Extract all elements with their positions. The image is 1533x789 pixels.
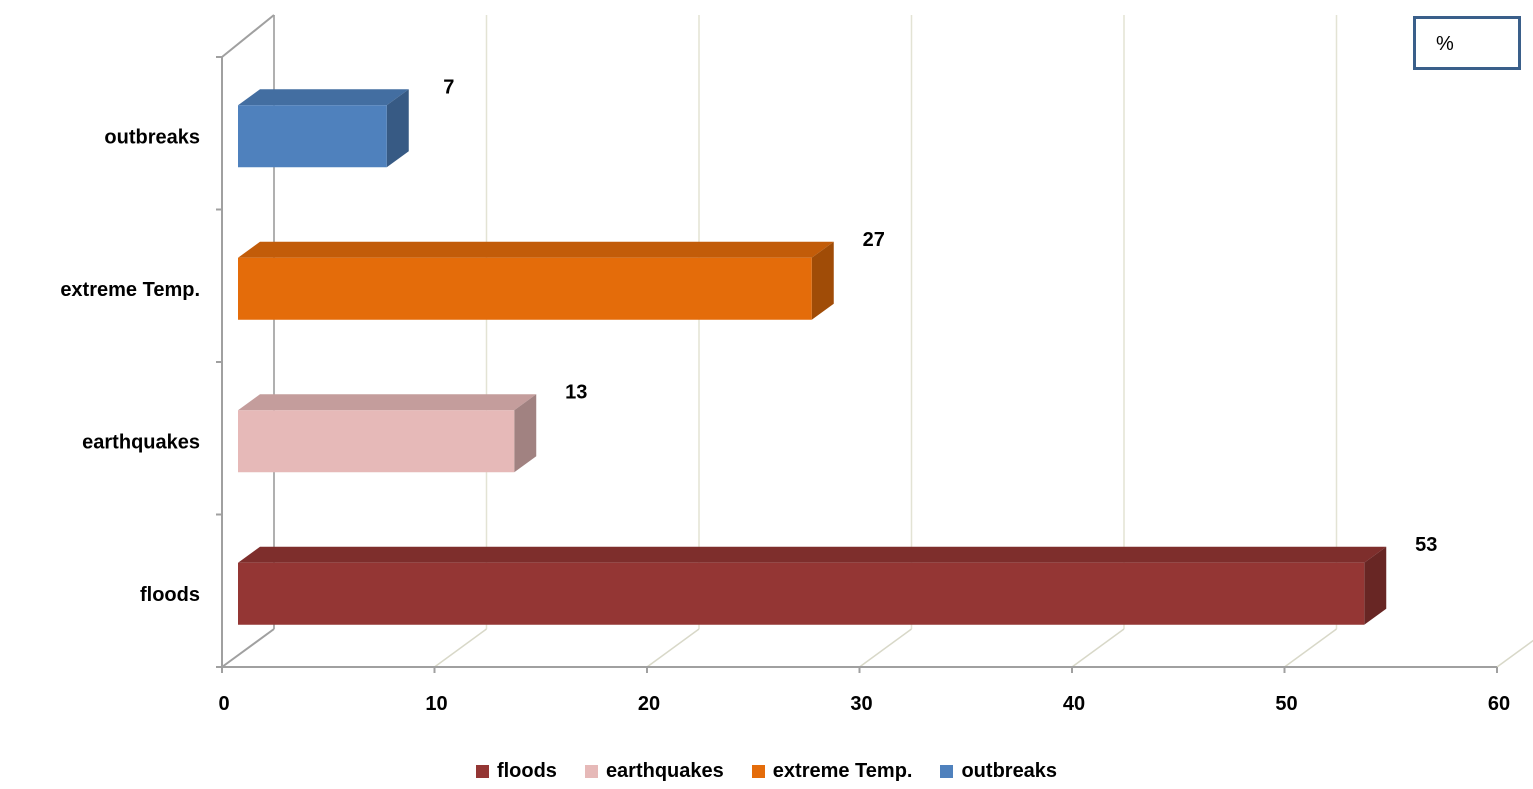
bar-side-face bbox=[1364, 546, 1387, 625]
floor-gridline bbox=[1284, 628, 1337, 668]
bar-top-face bbox=[238, 546, 1387, 563]
wall-top-edge bbox=[221, 14, 275, 58]
bar-top-face bbox=[238, 394, 537, 411]
legend-item: earthquakes bbox=[584, 760, 724, 783]
legend-item: outbreaks bbox=[940, 760, 1057, 783]
x-tick-label: 40 bbox=[1063, 693, 1085, 715]
legend-swatch bbox=[475, 765, 489, 779]
label-layer: 0 10 20 30 40 50 60 floods 53 earthquakes 13 extrem… bbox=[60, 76, 1510, 715]
legend-item: extreme Temp. bbox=[751, 760, 913, 783]
legend-swatch bbox=[751, 765, 765, 779]
bar-earthquakes bbox=[238, 394, 537, 473]
unit-box: % bbox=[1413, 16, 1521, 70]
x-tick-label: 60 bbox=[1488, 693, 1510, 715]
floor-gridline bbox=[859, 628, 912, 668]
floor-left-edge bbox=[221, 628, 275, 668]
bar-front-face bbox=[238, 105, 387, 168]
bar-extreme-temp bbox=[238, 241, 834, 320]
x-tick-label: 50 bbox=[1275, 693, 1297, 715]
bar-side-face bbox=[386, 89, 409, 168]
bar-layer bbox=[238, 89, 1387, 625]
legend-label: outbreaks bbox=[961, 760, 1058, 783]
x-tick-label: 0 bbox=[218, 693, 229, 715]
floor-gridline bbox=[646, 628, 700, 668]
legend-item: floods bbox=[475, 760, 557, 783]
x-tick-label: 20 bbox=[638, 693, 660, 715]
axis-layer bbox=[216, 14, 1498, 673]
floor-gridline bbox=[434, 628, 487, 668]
x-tick-label: 10 bbox=[425, 693, 447, 715]
bar-floods bbox=[238, 546, 1387, 625]
bar-front-face bbox=[238, 410, 515, 473]
bar-side-face bbox=[811, 241, 834, 320]
category-label: floods bbox=[140, 584, 200, 606]
legend-label: floods bbox=[496, 760, 557, 783]
category-label: extreme Temp. bbox=[60, 279, 200, 301]
floor-gridline bbox=[1496, 639, 1533, 668]
category-label: outbreaks bbox=[104, 126, 200, 148]
data-label: 13 bbox=[565, 381, 587, 403]
bar-front-face bbox=[238, 257, 812, 320]
data-label: 7 bbox=[443, 76, 454, 98]
legend: floods earthquakes extreme Temp. outbreaks bbox=[0, 760, 1533, 783]
bar-top-face bbox=[238, 241, 834, 258]
bar-outbreaks bbox=[238, 89, 409, 168]
legend-swatch bbox=[584, 765, 598, 779]
data-label: 27 bbox=[863, 229, 885, 251]
x-tick-label: 30 bbox=[850, 693, 872, 715]
data-label: 53 bbox=[1415, 534, 1437, 556]
bar-side-face bbox=[514, 394, 537, 473]
legend-label: earthquakes bbox=[605, 760, 724, 783]
bar-front-face bbox=[238, 562, 1365, 625]
legend-label: extreme Temp. bbox=[772, 760, 913, 783]
floor-gridline bbox=[1071, 628, 1125, 668]
unit-label: % bbox=[1436, 33, 1454, 55]
category-label: earthquakes bbox=[82, 431, 200, 453]
legend-swatch bbox=[940, 765, 954, 779]
grid-layer bbox=[434, 15, 1533, 668]
bar-top-face bbox=[238, 89, 409, 106]
